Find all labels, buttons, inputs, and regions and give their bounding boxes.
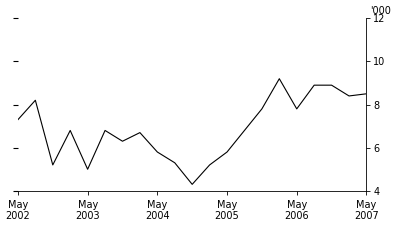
Text: '000: '000 xyxy=(370,5,391,16)
